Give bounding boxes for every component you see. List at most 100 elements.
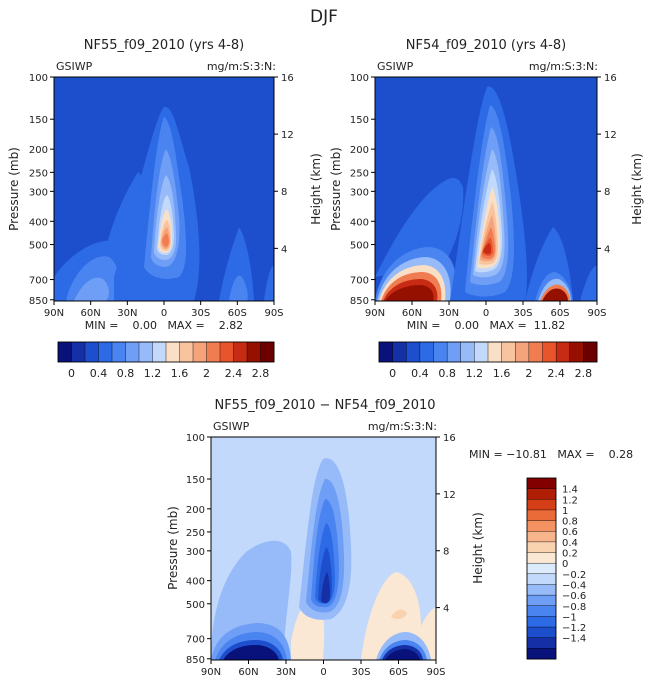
y-right-tick-label: 12: [604, 130, 617, 141]
colorbar-swatch: [526, 594, 557, 607]
colorbar-label: 2.8: [575, 367, 593, 380]
colorbar: 0 0.4 0.8 1.2 1.6 2 2.4 2.8: [378, 341, 598, 380]
x-tick-label: 90N: [201, 667, 221, 678]
axes: 100 150 200 250 300 400 500 700 850 16 12 8 4 90N 60N 3…: [350, 73, 617, 319]
colorbar-vertical: 1.41.210.80.60.40.20−0.2−0.4−0.6−0.8−1−1…: [526, 477, 586, 660]
colorbar-label: 1.2: [562, 495, 578, 506]
x-tick-label: 0: [320, 667, 326, 678]
y-tick-label: 300: [186, 547, 205, 558]
colorbar-label: 0: [68, 367, 75, 380]
y-tick-label: 200: [29, 145, 48, 156]
colorbar-label: 1.6: [171, 367, 189, 380]
y-tick-label: 400: [29, 217, 48, 228]
y-right-tick-label: 12: [443, 490, 456, 501]
colorbar-swatch: [165, 341, 181, 363]
y-axis-right-title: Height (km): [630, 153, 644, 224]
colorbar-swatch: [474, 341, 489, 363]
colorbar-label: 2: [525, 367, 532, 380]
stats-label: MIN = 0.00 MAX = 2.82: [85, 319, 243, 332]
colorbar-swatch: [192, 341, 208, 363]
colorbar-swatch: [433, 341, 448, 363]
field-label: GSIWP: [56, 60, 93, 73]
colorbar-swatch: [526, 562, 557, 575]
panel-nf54: NF54_f09_2010 (yrs 4-8) GSIWP mg/m:S:3:N…: [329, 38, 644, 380]
colorbar-swatch: [528, 341, 544, 363]
field-label: GSIWP: [377, 60, 414, 73]
colorbar-label: 2: [203, 367, 210, 380]
colorbar-swatch: [515, 341, 530, 363]
stats-label: MIN = 0.00 MAX = 11.82: [407, 319, 565, 332]
y-tick-label: 150: [29, 115, 48, 126]
x-tick-label: 30N: [276, 667, 296, 678]
y-tick-label: 250: [350, 168, 369, 179]
x-tick-label: 60N: [238, 667, 258, 678]
colorbar-swatch: [71, 341, 86, 363]
colorbar-swatch: [526, 552, 557, 564]
colorbar-swatch: [111, 341, 127, 363]
figure-title: DJF: [310, 7, 338, 27]
y-tick-label: 300: [350, 187, 369, 198]
panel-difference: NF55_f09_2010 − NF54_f09_2010 GSIWP mg/m…: [166, 398, 633, 678]
colorbar-swatch: [555, 341, 571, 363]
colorbar-swatch: [583, 341, 598, 363]
colorbar-label: 1.4: [562, 485, 578, 496]
y-tick-label: 200: [350, 145, 369, 156]
x-tick-label: 30S: [513, 308, 532, 319]
y-tick-label: 700: [350, 276, 369, 287]
colorbar-label: 0.8: [438, 367, 456, 380]
colorbar-swatch: [542, 341, 557, 363]
colorbar-swatch: [125, 341, 140, 363]
colorbar-swatch: [526, 648, 557, 660]
panel-title: NF55_f09_2010 − NF54_f09_2010: [214, 398, 435, 413]
colorbar-swatch: [526, 488, 557, 500]
colorbar-swatch: [406, 341, 421, 363]
colorbar: 0 0.4 0.8 1.2 1.6 2 2.4 2.8: [57, 341, 275, 380]
colorbar-swatch: [446, 341, 462, 363]
y-axis-right-title: Height (km): [471, 512, 485, 583]
x-tick-label: 60N: [81, 308, 101, 319]
colorbar-swatch: [152, 341, 167, 363]
colorbar-swatch: [526, 509, 557, 522]
colorbar-swatch: [179, 341, 194, 363]
x-tick-label: 90S: [587, 308, 606, 319]
colorbar-swatch: [526, 637, 557, 649]
colorbar-label: 0.4: [90, 367, 108, 380]
y-tick-label: 300: [29, 187, 48, 198]
colorbar-swatch: [378, 341, 394, 363]
colorbar-label: 0.8: [562, 517, 578, 528]
colorbar-swatch: [460, 341, 475, 363]
y-right-tick-label: 4: [281, 244, 287, 255]
y-tick-label: 250: [186, 528, 205, 539]
contour-field: [54, 77, 274, 301]
colorbar-swatch: [569, 341, 584, 363]
panel-nf55: NF55_f09_2010 (yrs 4-8) GSIWP mg/m:S:3:N…: [7, 38, 323, 380]
y-right-tick-label: 8: [604, 187, 610, 198]
x-tick-label: 60S: [389, 667, 408, 678]
y-tick-label: 850: [29, 296, 48, 307]
stats-label: MIN = −10.81 MAX = 0.28: [469, 448, 633, 461]
colorbar-swatch: [526, 531, 557, 543]
colorbar-label: −0.4: [562, 580, 586, 591]
panel-title: NF54_f09_2010 (yrs 4-8): [406, 38, 566, 53]
y-axis-title: Pressure (mb): [7, 147, 21, 231]
y-tick-label: 850: [350, 296, 369, 307]
contour-field: [211, 437, 436, 660]
y-right-tick-label: 4: [443, 604, 449, 615]
x-tick-label: 60S: [228, 308, 247, 319]
panel-title: NF55_f09_2010 (yrs 4-8): [84, 38, 244, 53]
y-tick-label: 400: [186, 577, 205, 588]
colorbar-label: 0: [562, 559, 568, 570]
colorbar-label: 1.2: [144, 367, 162, 380]
y-axis-title: Pressure (mb): [166, 506, 180, 590]
y-tick-label: 100: [186, 433, 205, 444]
colorbar-swatch: [526, 499, 557, 511]
contour-field: [375, 77, 597, 301]
x-tick-label: 60N: [402, 308, 422, 319]
colorbar-label: 2.4: [225, 367, 243, 380]
colorbar-swatch: [526, 626, 557, 639]
colorbar-swatch: [526, 541, 557, 554]
colorbar-swatch: [526, 573, 557, 585]
colorbar-swatch: [233, 341, 248, 363]
y-right-tick-label: 12: [281, 130, 294, 141]
